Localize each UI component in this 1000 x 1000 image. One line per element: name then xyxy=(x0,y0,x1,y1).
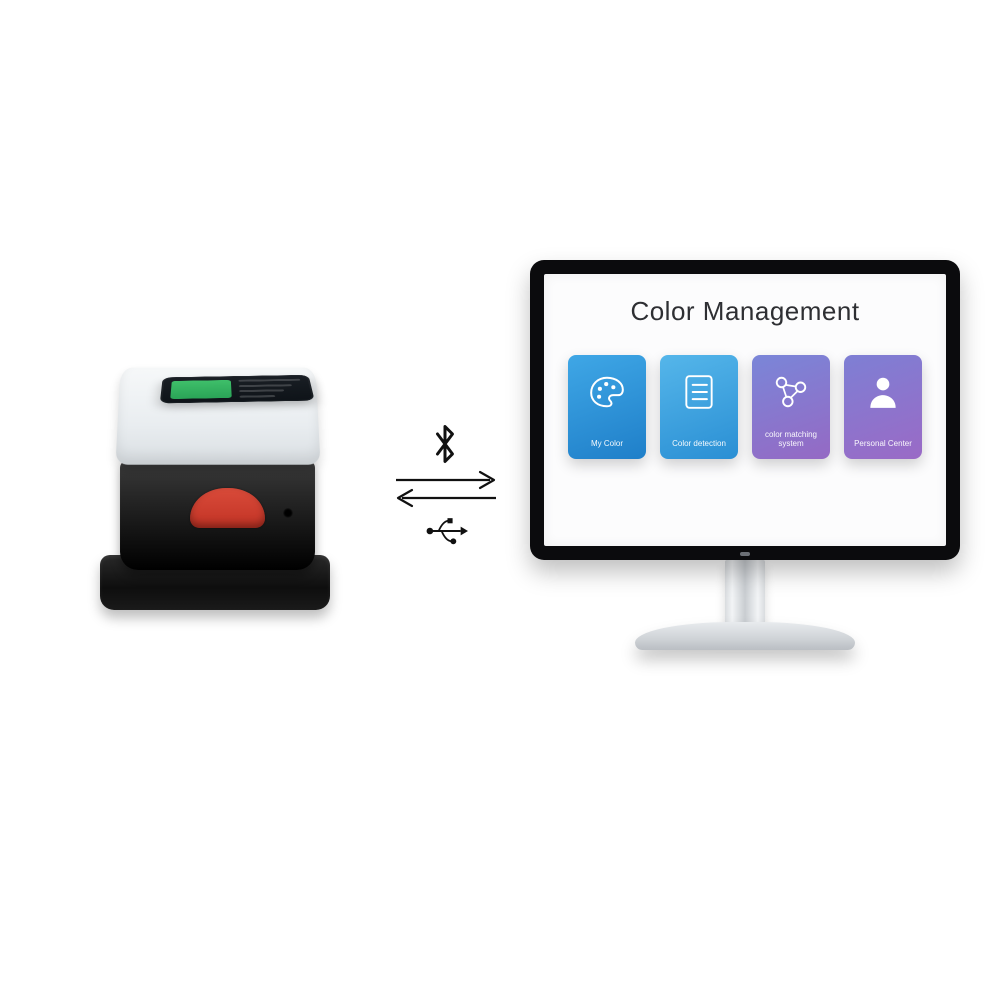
bidirectional-arrows-icon xyxy=(390,466,502,512)
device-sensor-window xyxy=(190,488,265,528)
tile-label: color matching system xyxy=(756,430,826,449)
colorimeter-device xyxy=(90,340,350,610)
tile-label: My Color xyxy=(591,439,623,449)
usb-icon xyxy=(424,516,468,546)
tile-personal-center[interactable]: Personal Center xyxy=(844,355,922,459)
device-indicator-dot xyxy=(283,508,293,518)
tile-color-matching[interactable]: color matching system xyxy=(752,355,830,459)
tile-color-detection[interactable]: Color detection xyxy=(660,355,738,459)
monitor-chin-mark xyxy=(740,552,750,556)
device-screen-accent xyxy=(170,380,232,399)
bluetooth-icon xyxy=(428,424,462,464)
device-screen-lines xyxy=(238,379,303,398)
monitor-stand xyxy=(635,622,855,650)
app-tiles: My Color Color detection xyxy=(568,355,922,459)
connectivity-block xyxy=(390,430,500,550)
device-body xyxy=(120,460,315,570)
monitor-bezel: Color Management My Color xyxy=(530,260,960,560)
desktop-monitor: Color Management My Color xyxy=(530,260,960,690)
infographic-stage: Color Management My Color xyxy=(0,0,1000,1000)
device-screen xyxy=(160,375,315,404)
monitor-screen: Color Management My Color xyxy=(544,274,946,546)
app-title: Color Management xyxy=(630,296,859,327)
palette-icon xyxy=(588,373,626,416)
tile-my-color[interactable]: My Color xyxy=(568,355,646,459)
person-icon xyxy=(866,373,900,416)
tile-label: Personal Center xyxy=(854,439,912,449)
nodes-icon xyxy=(772,373,810,416)
list-icon xyxy=(682,373,716,416)
tile-label: Color detection xyxy=(672,439,726,449)
